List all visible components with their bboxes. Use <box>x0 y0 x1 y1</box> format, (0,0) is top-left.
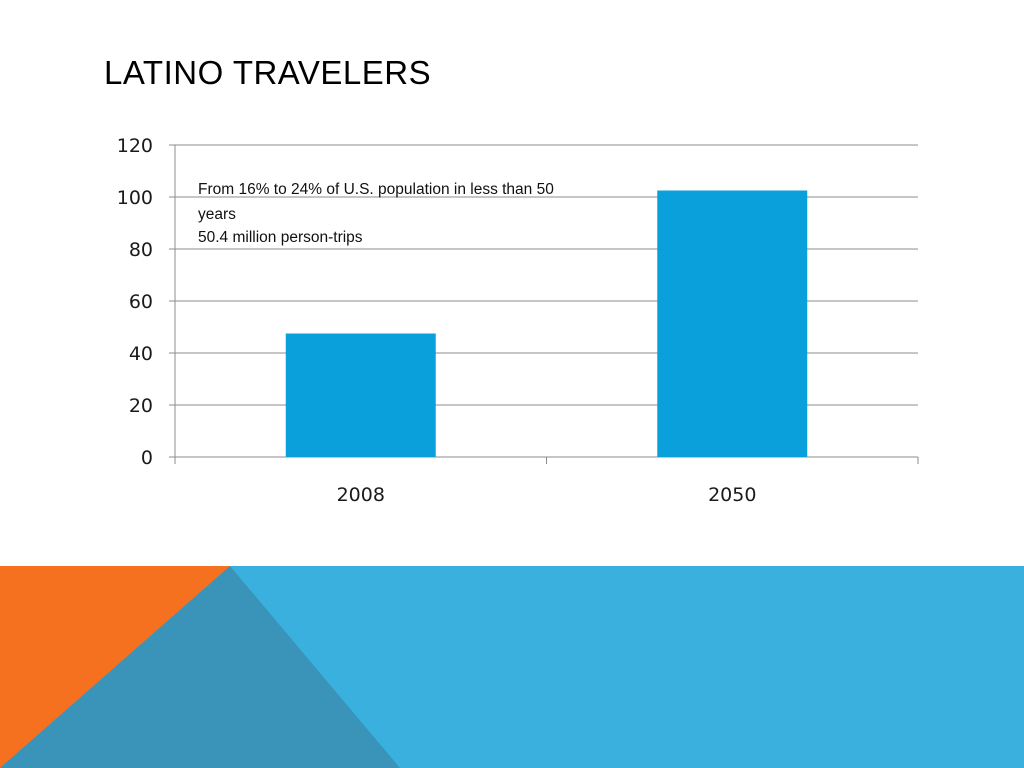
bar-2008 <box>285 333 436 457</box>
x-tick-label-2008: 2008 <box>337 484 385 506</box>
y-tick-label: 0 <box>141 447 153 469</box>
annotation-line: From 16% to 24% of U.S. population in le… <box>198 181 554 198</box>
y-tick-label: 40 <box>129 343 153 365</box>
y-tick-label: 120 <box>117 135 153 157</box>
slide-title: LATINO TRAVELERS <box>104 54 432 91</box>
y-tick-label: 100 <box>117 187 153 209</box>
annotation-line: 50.4 million person-trips <box>198 229 363 246</box>
chart-annotation: From 16% to 24% of U.S. population in le… <box>198 181 554 246</box>
footer-decoration <box>0 566 1024 768</box>
y-tick-label: 20 <box>129 395 153 417</box>
bar-2050 <box>657 190 808 457</box>
bars <box>285 190 808 457</box>
footer-dark-triangle <box>0 566 400 768</box>
x-tick-label-2050: 2050 <box>708 484 756 506</box>
chart-svg: 0 20 40 60 80 100 120 2008 2050 From 16% to 24% … <box>117 135 919 506</box>
tick-labels: 0 20 40 60 80 100 120 2008 2050 <box>117 135 757 506</box>
y-tick-label: 60 <box>129 291 153 313</box>
annotation-line: years <box>198 206 236 223</box>
y-tick-label: 80 <box>129 239 153 261</box>
